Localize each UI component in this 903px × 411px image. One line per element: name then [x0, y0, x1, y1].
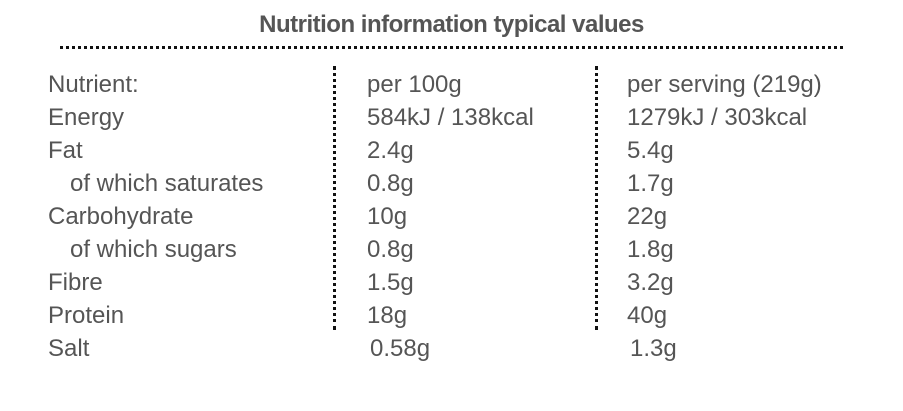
cell-per100: 0.8g: [367, 236, 414, 263]
column-divider: [333, 66, 336, 330]
cell-per100: 1.5g: [367, 269, 414, 296]
table-row: Energy 584kJ / 138kcal 1279kJ / 303kcal: [0, 101, 903, 134]
table-row: Protein 18g 40g: [0, 299, 903, 332]
table-row: Fibre 1.5g 3.2g: [0, 266, 903, 299]
header-per-100g: per 100g: [367, 71, 462, 98]
cell-nutrient: of which saturates: [70, 170, 264, 197]
cell-serving: 1279kJ / 303kcal: [627, 104, 808, 131]
cell-serving: 22g: [627, 203, 668, 230]
header-row: Nutrient: per 100g per serving (219g): [0, 68, 903, 101]
header-nutrient: Nutrient:: [48, 71, 139, 98]
cell-serving: 1.8g: [627, 236, 674, 263]
cell-per100: 18g: [367, 302, 408, 329]
cell-per100: 10g: [367, 203, 408, 230]
header-per-serving: per serving (219g): [627, 71, 822, 98]
cell-nutrient: Carbohydrate: [48, 203, 194, 230]
table-row: of which saturates 0.8g 1.7g: [0, 167, 903, 200]
table-row: Carbohydrate 10g 22g: [0, 200, 903, 233]
cell-per100: 0.58g: [370, 335, 431, 362]
table-row: Salt 0.58g 1.3g: [0, 332, 903, 365]
title-divider: [60, 46, 843, 49]
cell-nutrient: Fat: [48, 137, 83, 164]
cell-nutrient: Protein: [48, 302, 125, 329]
cell-per100: 2.4g: [367, 137, 414, 164]
cell-nutrient: Energy: [48, 104, 125, 131]
cell-per100: 0.8g: [367, 170, 414, 197]
table-title: Nutrition information typical values: [259, 11, 644, 38]
cell-nutrient: of which sugars: [70, 236, 237, 263]
cell-serving: 1.3g: [630, 335, 677, 362]
cell-serving: 5.4g: [627, 137, 674, 164]
column-divider: [595, 66, 598, 330]
table-row: of which sugars 0.8g 1.8g: [0, 233, 903, 266]
cell-serving: 1.7g: [627, 170, 674, 197]
cell-serving: 40g: [627, 302, 668, 329]
cell-serving: 3.2g: [627, 269, 674, 296]
table-row: Fat 2.4g 5.4g: [0, 134, 903, 167]
cell-nutrient: Salt: [48, 335, 90, 362]
cell-per100: 584kJ / 138kcal: [367, 104, 534, 131]
cell-nutrient: Fibre: [48, 269, 103, 296]
